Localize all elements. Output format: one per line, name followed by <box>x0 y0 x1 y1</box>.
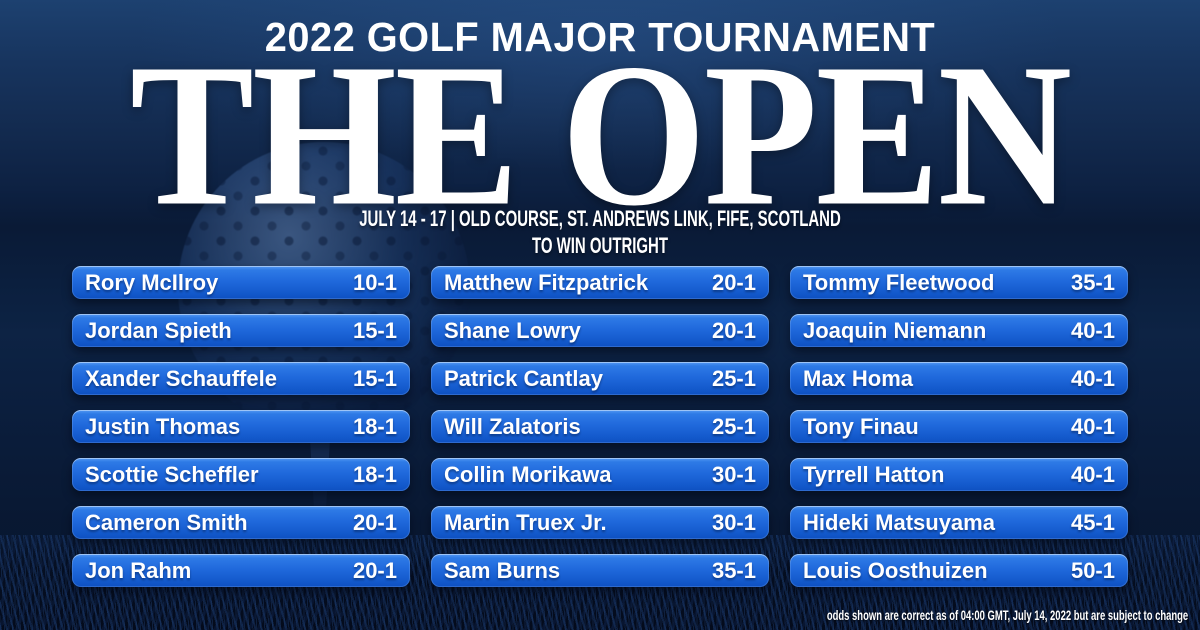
player-name: Tommy Fleetwood <box>803 269 995 295</box>
player-odds: 40-1 <box>1070 365 1115 391</box>
player-odds: 45-1 <box>1070 509 1115 535</box>
odds-row: Martin Truex Jr. 30-1 <box>431 506 769 539</box>
odds-row: Joaquin Niemann 40-1 <box>790 314 1128 347</box>
odds-row: Tony Finau 40-1 <box>790 410 1128 443</box>
player-name: Shane Lowry <box>444 317 581 343</box>
player-odds: 35-1 <box>1070 269 1115 295</box>
player-odds: 20-1 <box>711 269 756 295</box>
player-name: Tyrrell Hatton <box>803 461 945 487</box>
odds-row: Patrick Cantlay 25-1 <box>431 362 769 395</box>
player-odds: 18-1 <box>352 461 397 487</box>
odds-row: Justin Thomas 18-1 <box>72 410 410 443</box>
player-name: Hideki Matsuyama <box>803 509 995 535</box>
page-title: THE OPEN <box>130 22 1072 249</box>
player-odds: 15-1 <box>352 317 397 343</box>
player-name: Cameron Smith <box>85 509 248 535</box>
odds-row: Cameron Smith 20-1 <box>72 506 410 539</box>
player-name: Scottie Scheffler <box>85 461 259 487</box>
player-odds: 18-1 <box>352 413 397 439</box>
odds-row: Louis Oosthuizen 50-1 <box>790 554 1128 587</box>
odds-row: Xander Schauffele 15-1 <box>72 362 410 395</box>
market-label: TO WIN OUTRIGHT <box>531 233 669 258</box>
player-name: Jordan Spieth <box>85 317 232 343</box>
odds-row: Collin Morikawa 30-1 <box>431 458 769 491</box>
player-name: Justin Thomas <box>85 413 241 439</box>
player-odds: 30-1 <box>711 509 756 535</box>
odds-row: Max Homa 40-1 <box>790 362 1128 395</box>
player-odds: 40-1 <box>1070 461 1115 487</box>
player-odds: 40-1 <box>1070 413 1115 439</box>
odds-row: Scottie Scheffler 18-1 <box>72 458 410 491</box>
player-odds: 10-1 <box>352 269 397 295</box>
odds-row: Jordan Spieth 15-1 <box>72 314 410 347</box>
player-odds: 35-1 <box>711 557 756 583</box>
player-odds: 25-1 <box>711 365 756 391</box>
odds-row: Sam Burns 35-1 <box>431 554 769 587</box>
player-odds: 40-1 <box>1070 317 1115 343</box>
odds-table: Rory McIlroy 10-1 Jordan Spieth 15-1 Xander … <box>72 266 1128 587</box>
odds-row: Jon Rahm 20-1 <box>72 554 410 587</box>
odds-row: Tyrrell Hatton 40-1 <box>790 458 1128 491</box>
player-odds: 50-1 <box>1070 557 1115 583</box>
player-name: Louis Oosthuizen <box>803 557 988 583</box>
player-odds: 15-1 <box>352 365 397 391</box>
odds-row: Shane Lowry 20-1 <box>431 314 769 347</box>
player-odds: 20-1 <box>352 557 397 583</box>
player-odds: 20-1 <box>352 509 397 535</box>
odds-row: Hideki Matsuyama 45-1 <box>790 506 1128 539</box>
player-odds: 20-1 <box>711 317 756 343</box>
player-name: Martin Truex Jr. <box>444 509 607 535</box>
player-name: Xander Schauffele <box>85 365 277 391</box>
odds-row: Tommy Fleetwood 35-1 <box>790 266 1128 299</box>
player-odds: 30-1 <box>711 461 756 487</box>
player-name: Jon Rahm <box>85 557 192 583</box>
odds-row: Matthew Fitzpatrick 20-1 <box>431 266 769 299</box>
player-name: Joaquin Niemann <box>803 317 987 343</box>
player-name: Collin Morikawa <box>444 461 612 487</box>
player-odds: 25-1 <box>711 413 756 439</box>
odds-row: Rory McIlroy 10-1 <box>72 266 410 299</box>
player-name: Tony Finau <box>803 413 919 439</box>
player-name: Matthew Fitzpatrick <box>444 269 649 295</box>
odds-disclaimer: odds shown are correct as of 04:00 GMT, … <box>826 608 1188 623</box>
event-date-location: JULY 14 - 17 | OLD COURSE, ST. ANDREWS L… <box>359 206 841 231</box>
player-name: Sam Burns <box>444 557 561 583</box>
tournament-kicker: 2022 GOLF MAJOR TOURNAMENT <box>264 14 936 60</box>
player-name: Rory McIlroy <box>85 269 219 295</box>
odds-row: Will Zalatoris 25-1 <box>431 410 769 443</box>
player-name: Max Homa <box>803 365 914 391</box>
player-name: Patrick Cantlay <box>444 365 603 391</box>
player-name: Will Zalatoris <box>444 413 581 439</box>
